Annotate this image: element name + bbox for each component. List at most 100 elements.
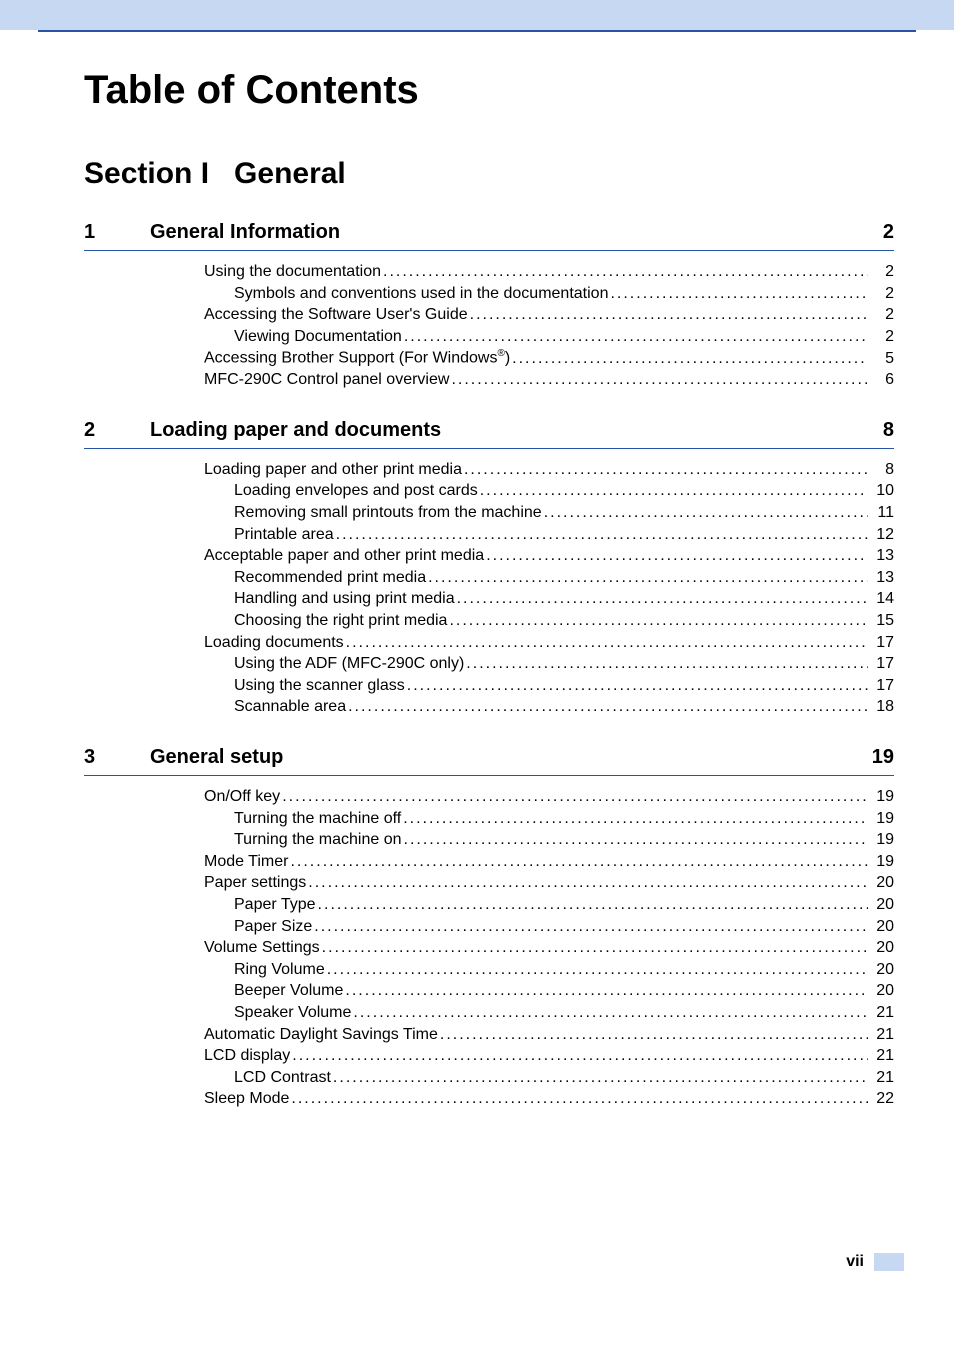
- toc-leader-dots: [314, 916, 868, 938]
- toc-row: Accessing the Software User's Guide 2: [84, 304, 894, 326]
- toc-leader-dots: [457, 588, 868, 610]
- toc-leader-dots: [348, 696, 868, 718]
- section-title: General: [234, 157, 346, 190]
- chapter-block: 3General setup19On/Off key 19Turning the…: [84, 746, 894, 1110]
- toc-row: Acceptable paper and other print media13: [84, 545, 894, 567]
- footer-page-number: vii: [846, 1253, 864, 1271]
- toc-leader-dots: [451, 369, 868, 391]
- chapter-head: 2Loading paper and documents8: [84, 419, 894, 449]
- toc-label: Beeper Volume: [234, 980, 343, 1002]
- toc-leader-dots: [512, 348, 868, 370]
- toc-page: 11: [870, 502, 894, 524]
- toc-row: Speaker Volume21: [84, 1002, 894, 1024]
- toc-leader-dots: [407, 675, 868, 697]
- toc-page: 17: [870, 675, 894, 697]
- chapter-entries: Loading paper and other print media8 Load…: [84, 459, 894, 718]
- section-heading: Section I General: [84, 157, 894, 191]
- toc-row: On/Off key 19: [84, 786, 894, 808]
- toc-label: Using the scanner glass: [234, 675, 405, 697]
- toc-row: Turning the machine on19: [84, 829, 894, 851]
- toc-label: Ring Volume: [234, 959, 325, 981]
- toc-row: Paper Type 20: [84, 894, 894, 916]
- toc-page: 17: [870, 653, 894, 675]
- toc-label: Using the ADF (MFC-290C only): [234, 653, 464, 675]
- toc-leader-dots: [292, 1045, 868, 1067]
- toc-row: Scannable area 18: [84, 696, 894, 718]
- chapter-title: General Information: [150, 221, 854, 244]
- toc-label: Handling and using print media: [234, 588, 455, 610]
- toc-leader-dots: [544, 502, 868, 524]
- toc-row: MFC-290C Control panel overview6: [84, 369, 894, 391]
- toc-page: 5: [870, 348, 894, 370]
- chapter-block: 2Loading paper and documents8 Loading pap…: [84, 419, 894, 718]
- toc-row: Using the scanner glass 17: [84, 675, 894, 697]
- toc-row: Loading documents 17: [84, 632, 894, 654]
- toc-row: Beeper Volume 20: [84, 980, 894, 1002]
- toc-page: 19: [870, 851, 894, 873]
- toc-label: Paper Size: [234, 916, 312, 938]
- toc-leader-dots: [486, 545, 868, 567]
- toc-label: Viewing Documentation: [234, 326, 402, 348]
- toc-row: Handling and using print media 14: [84, 588, 894, 610]
- toc-leader-dots: [333, 1067, 868, 1089]
- toc-leader-dots: [336, 524, 868, 546]
- toc-page: 10: [870, 480, 894, 502]
- toc-page: 19: [870, 786, 894, 808]
- toc-label: Sleep Mode: [204, 1088, 289, 1110]
- chapter-block: 1General Information2Using the documenta…: [84, 221, 894, 391]
- toc-row: Loading paper and other print media8: [84, 459, 894, 481]
- toc-page: 20: [870, 916, 894, 938]
- toc-label: On/Off key: [204, 786, 280, 808]
- toc-page: 20: [870, 980, 894, 1002]
- toc-label: Volume Settings: [204, 937, 320, 959]
- toc-label: MFC-290C Control panel overview: [204, 369, 449, 391]
- chapter-number: 1: [84, 221, 150, 244]
- toc-page: 21: [870, 1045, 894, 1067]
- toc-page: 20: [870, 894, 894, 916]
- toc-row: Accessing Brother Support (For Windows®)…: [84, 347, 894, 369]
- toc-page: 2: [870, 326, 894, 348]
- chapter-number: 2: [84, 419, 150, 442]
- toc-label: Accessing Brother Support (For Windows®): [204, 347, 510, 369]
- toc-page: 22: [870, 1088, 894, 1110]
- toc-leader-dots: [345, 980, 868, 1002]
- toc-leader-dots: [440, 1024, 868, 1046]
- toc-leader-dots: [470, 304, 868, 326]
- toc-leader-dots: [322, 937, 868, 959]
- toc-leader-dots: [403, 808, 868, 830]
- toc-label: Accessing the Software User's Guide: [204, 304, 468, 326]
- toc-label: Printable area: [234, 524, 334, 546]
- footer: vii: [846, 1253, 904, 1271]
- toc-page: 2: [870, 283, 894, 305]
- footer-tab: [874, 1253, 904, 1271]
- toc-page: 21: [870, 1067, 894, 1089]
- toc-label: Paper Type: [234, 894, 316, 916]
- toc-row: Symbols and conventions used in the docu…: [84, 283, 894, 305]
- toc-page: 18: [870, 696, 894, 718]
- toc-leader-dots: [318, 894, 868, 916]
- toc-page: 20: [870, 937, 894, 959]
- toc-label: Symbols and conventions used in the docu…: [234, 283, 608, 305]
- toc-label: Turning the machine on: [234, 829, 402, 851]
- toc-leader-dots: [308, 872, 868, 894]
- toc-row: LCD Contrast 21: [84, 1067, 894, 1089]
- toc-page: 21: [870, 1002, 894, 1024]
- toc-page: 20: [870, 959, 894, 981]
- toc-label: Loading documents: [204, 632, 344, 654]
- toc-page: 14: [870, 588, 894, 610]
- toc-label: Choosing the right print media: [234, 610, 447, 632]
- toc-label: Turning the machine off: [234, 808, 401, 830]
- toc-label: LCD Contrast: [234, 1067, 331, 1089]
- toc-leader-dots: [353, 1002, 868, 1024]
- toc-page: 15: [870, 610, 894, 632]
- chapter-number: 3: [84, 746, 150, 769]
- toc-row: Automatic Daylight Savings Time21: [84, 1024, 894, 1046]
- toc-page: 2: [870, 304, 894, 326]
- toc-row: Mode Timer19: [84, 851, 894, 873]
- toc-leader-dots: [466, 653, 868, 675]
- toc-leader-dots: [291, 1088, 868, 1110]
- chapter-head: 1General Information2: [84, 221, 894, 251]
- chapter-page: 2: [854, 221, 894, 244]
- toc-leader-dots: [449, 610, 868, 632]
- toc-label: Recommended print media: [234, 567, 426, 589]
